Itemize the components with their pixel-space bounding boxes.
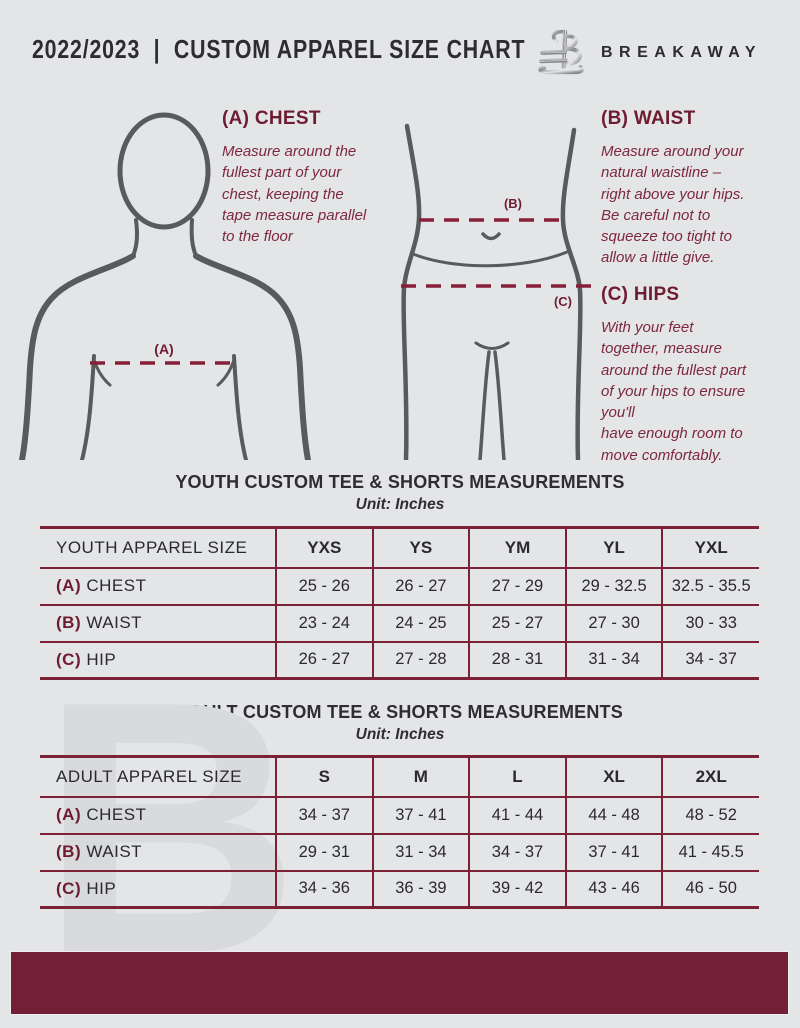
column-header: L — [468, 756, 566, 797]
column-header: YOUTH APPAREL SIZE — [56, 537, 248, 557]
row-label-prefix: (C) — [56, 878, 82, 898]
adult-table-title: ADULT CUSTOM TEE & SHORTS MEASUREMENTS — [177, 702, 623, 722]
table-cell: 41 - 45.5 — [661, 833, 759, 871]
table-cell: 26 - 27 — [371, 567, 470, 605]
table-cell: 23 - 24 — [275, 604, 373, 642]
table-cell: 46 - 50 — [661, 870, 759, 908]
hips-line-label: (C) — [554, 294, 572, 309]
table-cell: 34 - 37 — [275, 796, 373, 834]
table-cell: 31 - 34 — [371, 833, 470, 871]
adult-table-unit: Unit: Inches — [355, 726, 445, 743]
page-title: 2022/2023 | CUSTOM APPAREL SIZE CHART — [32, 34, 526, 64]
table-cell: 32.5 - 35.5 — [661, 567, 759, 605]
column-header: ADULT APPAREL SIZE — [56, 766, 242, 786]
youth-size-table: YOUTH APPAREL SIZE YXS YS YM YL YXL (A) … — [40, 526, 759, 680]
table-cell: 29 - 32.5 — [564, 567, 663, 605]
column-header: YM — [468, 527, 566, 568]
table-cell: 29 - 31 — [275, 833, 373, 871]
waist-instruction-heading: (B) WAIST — [601, 108, 696, 129]
footer-accent-bar — [10, 951, 789, 1015]
youth-table-unit: Unit: Inches — [355, 496, 445, 513]
column-header: XL — [564, 756, 663, 797]
row-label-text: WAIST — [86, 613, 143, 632]
row-label-prefix: (B) — [56, 613, 82, 632]
row-label-text: WAIST — [86, 842, 143, 861]
table-cell: 39 - 42 — [468, 870, 566, 908]
table-cell: 34 - 37 — [661, 641, 759, 679]
column-header: YL — [564, 527, 663, 568]
waist-instruction-text: Measure around your natural waistline – … — [601, 143, 745, 267]
table-cell: 31 - 34 — [564, 641, 663, 679]
hips-instruction-block: (C) HIPS With your feet together, measur… — [601, 284, 799, 466]
table-cell: 41 - 44 — [468, 796, 566, 834]
chest-instruction-text: Measure around the fullest part of your … — [222, 143, 367, 246]
table-cell: 24 - 25 — [371, 604, 470, 642]
table-row: (A) CHEST 25 - 26 26 - 27 27 - 29 29 - 3… — [40, 567, 759, 605]
row-label: (C) HIP — [40, 871, 276, 908]
table-row: (A) CHEST 34 - 37 37 - 41 41 - 44 44 - 4… — [40, 796, 759, 834]
table-cell: 28 - 31 — [468, 641, 566, 679]
chest-instruction-heading: (A) CHEST — [222, 108, 321, 129]
row-label: (C) HIP — [40, 642, 276, 679]
adult-size-table: ADULT APPAREL SIZE S M L XL 2XL (A) CHES… — [40, 755, 759, 909]
column-header: YXS — [275, 527, 373, 568]
hips-instruction-text: With your feet together, measure around … — [601, 319, 747, 464]
row-label-prefix: (A) — [56, 805, 82, 824]
row-label-text: CHEST — [86, 805, 147, 824]
column-header: 2XL — [661, 756, 759, 797]
hips-instruction-heading: (C) HIPS — [601, 284, 680, 305]
chest-line-label: (A) — [154, 341, 173, 357]
table-header-row: ADULT APPAREL SIZE S M L XL 2XL — [40, 756, 759, 797]
row-label-prefix: (B) — [56, 842, 82, 861]
table-cell: 37 - 41 — [371, 796, 470, 834]
column-header: YXL — [661, 527, 759, 568]
table-row: (C) HIP 26 - 27 27 - 28 28 - 31 31 - 34 … — [40, 641, 759, 679]
row-label: (B) WAIST — [40, 605, 276, 642]
column-header: S — [275, 756, 373, 797]
table-cell: 25 - 26 — [275, 567, 373, 605]
row-label: (A) CHEST — [40, 568, 276, 605]
row-label-prefix: (C) — [56, 649, 82, 669]
row-label-prefix: (A) — [56, 576, 82, 595]
table-cell: 30 - 33 — [661, 604, 759, 642]
table-row: (C) HIP 34 - 36 36 - 39 39 - 42 43 - 46 … — [40, 870, 759, 908]
table-cell: 34 - 37 — [468, 833, 566, 871]
table-row: (B) WAIST 29 - 31 31 - 34 34 - 37 37 - 4… — [40, 833, 759, 871]
chest-instruction-block: (A) CHEST Measure around the fullest par… — [222, 108, 407, 247]
row-label-text: HIP — [86, 649, 117, 669]
row-label: (A) CHEST — [40, 797, 276, 834]
brand-name: BREAKAWAY — [601, 44, 763, 61]
breakaway-b-logo-icon — [538, 29, 584, 75]
table-cell: 37 - 41 — [564, 833, 663, 871]
table-cell: 27 - 28 — [371, 641, 470, 679]
waist-line-label: (B) — [504, 196, 522, 211]
chest-figure-illustration: (A) — [19, 112, 311, 460]
row-label-text: CHEST — [86, 576, 147, 595]
table-cell: 26 - 27 — [275, 641, 373, 679]
table-cell: 25 - 27 — [468, 604, 566, 642]
table-cell: 34 - 36 — [275, 870, 373, 908]
waist-instruction-block: (B) WAIST Measure around your natural wa… — [601, 108, 796, 269]
column-header: M — [371, 756, 470, 797]
table-cell: 48 - 52 — [661, 796, 759, 834]
waist-hips-figure-illustration: (B) (C) — [401, 123, 596, 460]
table-cell: 36 - 39 — [371, 870, 470, 908]
column-header: YS — [371, 527, 470, 568]
table-cell: 44 - 48 — [564, 796, 663, 834]
youth-table-title: YOUTH CUSTOM TEE & SHORTS MEASUREMENTS — [175, 472, 625, 492]
table-cell: 27 - 29 — [468, 567, 566, 605]
background-watermark-letter: B — [40, 627, 300, 1028]
table-header-row: YOUTH APPAREL SIZE YXS YS YM YL YXL — [40, 527, 759, 568]
row-label: (B) WAIST — [40, 834, 276, 871]
table-cell: 43 - 46 — [564, 870, 663, 908]
table-cell: 27 - 30 — [564, 604, 663, 642]
row-label-text: HIP — [86, 878, 117, 898]
table-row: (B) WAIST 23 - 24 24 - 25 25 - 27 27 - 3… — [40, 604, 759, 642]
